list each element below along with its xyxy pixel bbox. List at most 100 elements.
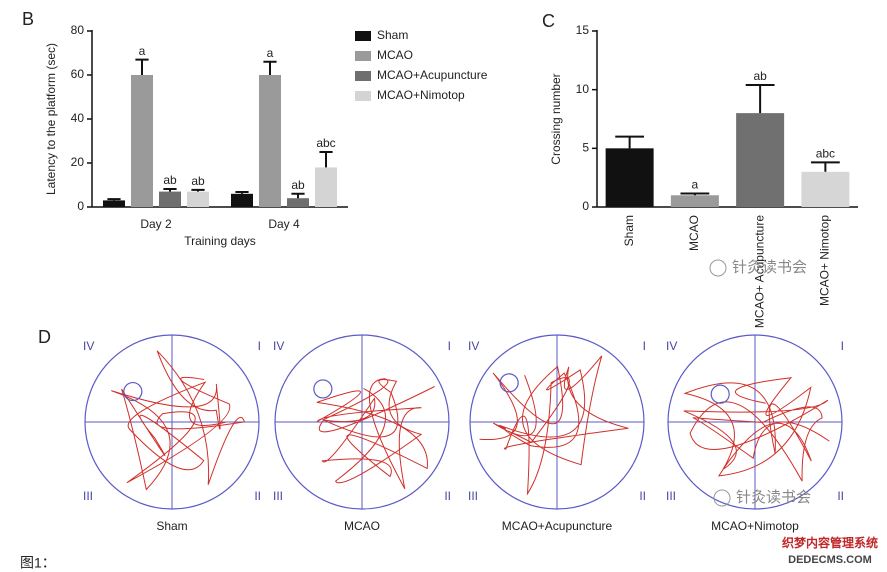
error-bar <box>107 198 121 201</box>
swim-path <box>683 377 830 482</box>
caption: 图1： <box>20 555 56 571</box>
bar <box>131 75 153 207</box>
error-bar <box>615 135 645 149</box>
quadrant-label: II <box>837 489 844 503</box>
legend-swatch <box>355 51 371 61</box>
panel-label: B <box>22 9 34 29</box>
y-tick-label: 40 <box>71 111 85 125</box>
group-label: MCAO+Acupuncture <box>502 519 613 533</box>
group-label: MCAO+Nimotop <box>711 519 799 533</box>
error-bar <box>263 60 277 75</box>
error-bar <box>291 192 305 199</box>
y-tick-label: 0 <box>77 199 84 213</box>
quadrant-label: II <box>444 489 451 503</box>
bar <box>801 171 850 207</box>
bar-annotation: ab <box>291 178 305 192</box>
bar <box>231 193 253 207</box>
bar-annotation: abc <box>316 136 335 150</box>
swim-path <box>479 355 629 496</box>
quadrant-label: II <box>254 489 261 503</box>
quadrant-label: I <box>448 339 451 353</box>
bar <box>736 113 785 207</box>
legend-label: MCAO+Acupuncture <box>377 68 488 82</box>
y-axis-label: Latency to the platform (sec) <box>44 43 58 195</box>
quadrant-label: IV <box>468 339 479 353</box>
quadrant-label: III <box>83 489 93 503</box>
bar-annotation: abc <box>816 147 835 161</box>
legend-label: MCAO <box>377 48 413 62</box>
x-tick-label: MCAO <box>687 215 701 251</box>
quadrant-label: I <box>643 339 646 353</box>
bar <box>287 198 309 207</box>
legend-swatch <box>355 71 371 81</box>
bar-annotation: a <box>267 46 274 60</box>
quadrant-label: III <box>273 489 283 503</box>
quadrant-label: I <box>258 339 261 353</box>
platform <box>123 381 143 402</box>
swim-path <box>111 350 246 491</box>
x-axis-label: Training days <box>184 234 256 248</box>
bar <box>187 191 209 207</box>
group-label: MCAO <box>344 519 380 533</box>
watermark: 织梦内容管理系统 <box>782 535 878 550</box>
y-axis-label: Crossing number <box>549 73 563 164</box>
legend-swatch <box>355 31 371 41</box>
x-tick-label: Day 2 <box>140 217 172 231</box>
error-bar <box>135 58 149 75</box>
quadrant-label: II <box>639 489 646 503</box>
y-tick-label: 0 <box>582 199 589 213</box>
y-tick-label: 10 <box>576 82 590 96</box>
quadrant-label: IV <box>273 339 284 353</box>
error-bar <box>163 187 177 192</box>
panel-label: C <box>542 11 555 31</box>
platform <box>313 379 333 399</box>
x-tick-label: MCAO+ Nimotop <box>818 215 832 306</box>
y-tick-label: 20 <box>71 155 85 169</box>
group-label: Sham <box>156 519 187 533</box>
error-bar <box>235 191 249 194</box>
bar-annotation: ab <box>163 173 177 187</box>
error-bar <box>191 188 205 192</box>
bar <box>605 148 654 207</box>
panel-label: D <box>38 327 51 347</box>
legend-swatch <box>355 91 371 101</box>
bar <box>259 75 281 207</box>
bar-annotation: a <box>692 178 699 192</box>
quadrant-label: IV <box>666 339 677 353</box>
error-bar <box>810 161 840 172</box>
bar <box>103 200 125 207</box>
x-tick-label: MCAO+ Acupuncture <box>752 215 766 328</box>
platform <box>710 384 730 404</box>
quadrant-lines <box>275 335 449 509</box>
bar-annotation: ab <box>753 69 767 83</box>
error-bar <box>745 83 775 114</box>
bar-annotation: ab <box>191 174 205 188</box>
watermark-icon <box>709 259 727 277</box>
x-tick-label: Sham <box>622 215 636 246</box>
watermark-icon <box>713 489 731 507</box>
bar <box>315 167 337 207</box>
legend-label: MCAO+Nimotop <box>377 88 465 102</box>
quadrant-label: IV <box>83 339 94 353</box>
error-bar <box>680 192 710 196</box>
watermark: 针灸读书会 <box>732 259 807 276</box>
bar <box>159 191 181 207</box>
error-bar <box>319 151 333 168</box>
bar-annotation: a <box>139 44 146 58</box>
x-tick-label: Day 4 <box>268 217 300 231</box>
platform <box>499 373 519 393</box>
quadrant-label: III <box>666 489 676 503</box>
y-tick-label: 15 <box>576 23 590 37</box>
legend-label: Sham <box>377 28 408 42</box>
watermark: 针灸读书会 <box>736 489 811 506</box>
bar <box>670 195 719 207</box>
y-tick-label: 5 <box>582 141 589 155</box>
y-tick-label: 60 <box>71 67 85 81</box>
watermark: DEDECMS.COM <box>788 554 872 566</box>
quadrant-lines <box>85 335 259 509</box>
quadrant-label: III <box>468 489 478 503</box>
quadrant-label: I <box>841 339 844 353</box>
swim-path <box>315 378 435 490</box>
y-tick-label: 80 <box>71 23 85 37</box>
